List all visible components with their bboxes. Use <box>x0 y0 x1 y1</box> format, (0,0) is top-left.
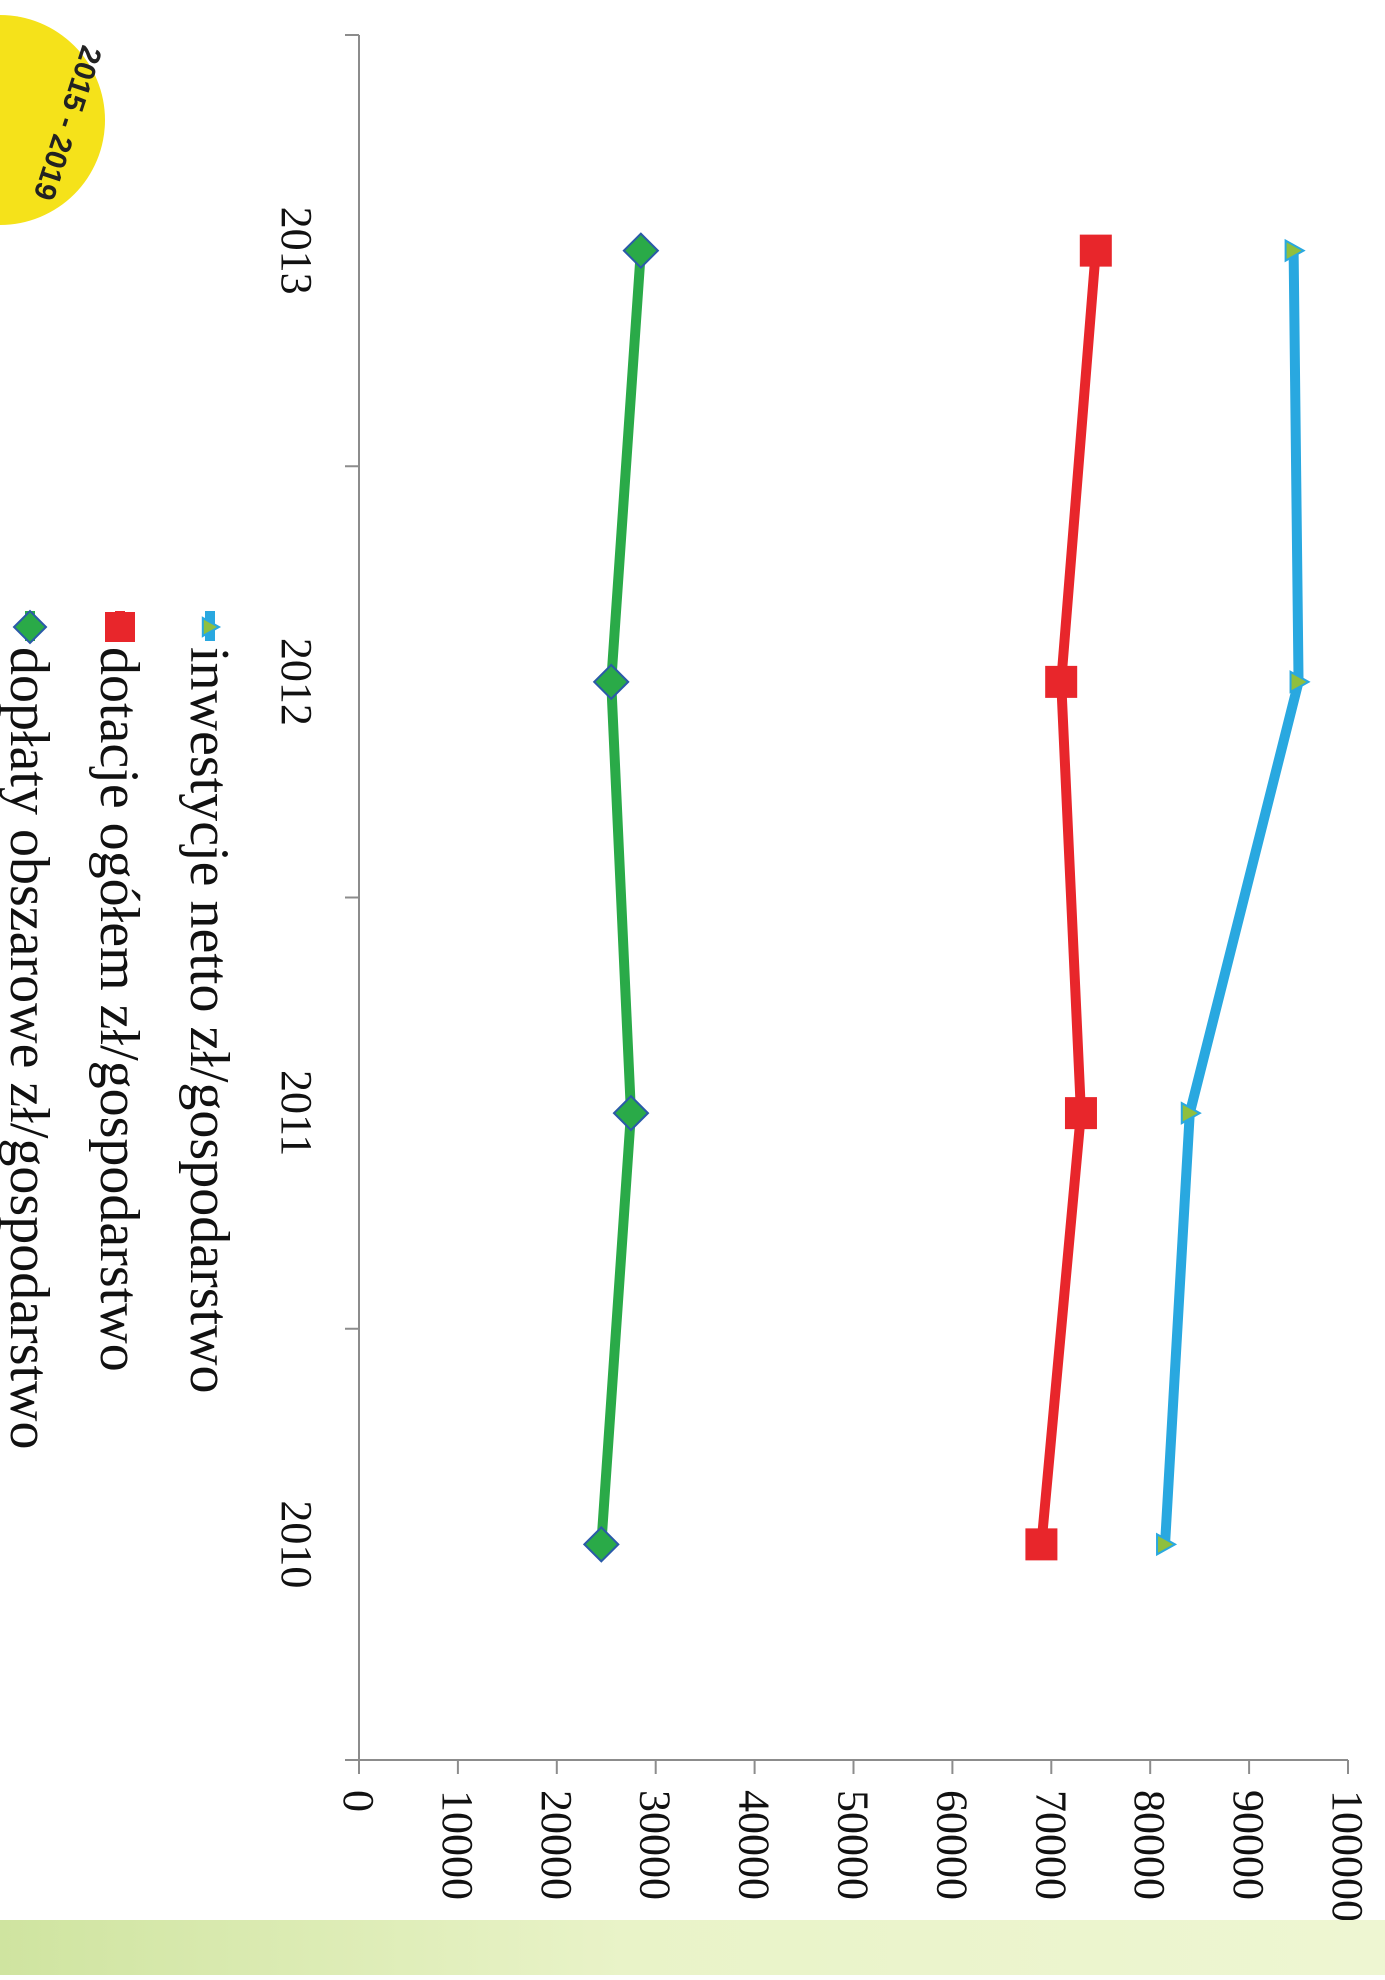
marker-triangle <box>1180 1101 1202 1125</box>
y-axis-ticks: 0 10000 20000 30000 40000 50000 60000 70000 8000… <box>334 1760 1372 1922</box>
y-tick-label: 70000 <box>1026 1790 1075 1900</box>
series-line <box>1036 250 1101 1545</box>
y-tick-label: 0 <box>334 1790 383 1812</box>
marker-square <box>1064 1097 1097 1130</box>
y-tick-label: 20000 <box>532 1790 581 1900</box>
x-axis-ticks: 2010 2011 2012 2013 <box>272 207 321 1589</box>
y-tick-label: 10000 <box>433 1790 482 1900</box>
legend-label: inwestycje netto zł/gospodarstwo <box>178 647 240 1394</box>
marker-triangle <box>201 616 222 638</box>
y-tick-label: 80000 <box>1125 1790 1174 1900</box>
series-markers <box>582 232 1311 1563</box>
axes <box>345 34 1348 1761</box>
marker-triangle <box>1289 670 1311 694</box>
footer-band <box>0 1920 1385 1975</box>
series-line <box>1160 250 1304 1545</box>
x-tick-label: 2012 <box>272 638 321 726</box>
marker-square <box>1045 665 1078 698</box>
y-tick-label: 100000 <box>1323 1790 1372 1922</box>
y-tick-label: 60000 <box>927 1790 976 1900</box>
marker-triangle <box>1284 238 1306 263</box>
marker-diamond <box>592 663 630 701</box>
marker-diamond <box>582 1525 620 1563</box>
y-tick-label: 90000 <box>1224 1790 1273 1900</box>
marker-square <box>1025 1528 1058 1561</box>
marker-diamond <box>12 609 48 645</box>
series-lines <box>596 250 1304 1545</box>
logo-badge: 2015 - 2019 <box>0 15 107 225</box>
logo-sun <box>0 15 105 225</box>
y-tick-label: 30000 <box>631 1790 680 1900</box>
legend: inwestycje netto zł/gospodarstwo dotacje … <box>0 609 240 1449</box>
legend-label: dopłaty obszarowe zł/gospodarstwo <box>0 647 60 1449</box>
legend-label: dotacje ogółem zł/gospodarstwo <box>88 647 150 1372</box>
x-tick-label: 2010 <box>272 1500 321 1588</box>
y-tick-label: 50000 <box>829 1790 878 1900</box>
x-tick-label: 2013 <box>272 207 321 295</box>
y-tick-label: 40000 <box>730 1790 779 1900</box>
marker-triangle <box>1156 1532 1178 1557</box>
marker-square <box>105 612 135 642</box>
x-tick-label: 2011 <box>272 1070 321 1156</box>
marker-diamond <box>622 232 660 270</box>
series-line <box>596 250 646 1545</box>
marker-square <box>1079 234 1112 267</box>
marker-diamond <box>612 1094 650 1132</box>
